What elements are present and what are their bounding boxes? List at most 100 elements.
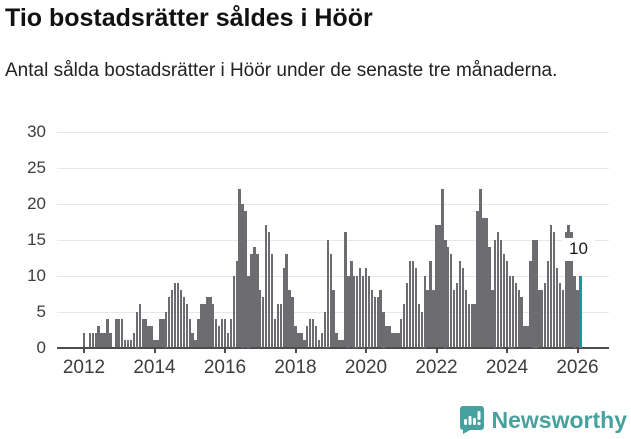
chart-subtitle: Antal sålda bostadsrätter i Höör under d… <box>5 60 558 81</box>
bar <box>455 282 459 348</box>
bar <box>411 261 415 348</box>
bar <box>320 333 324 348</box>
bar <box>247 275 250 348</box>
bar <box>358 268 362 348</box>
bar <box>532 239 535 348</box>
grid-line <box>57 167 609 169</box>
x-tick-mark <box>224 346 226 353</box>
bar <box>479 189 482 348</box>
bar <box>132 333 136 348</box>
x-tick-label: 2024 <box>485 357 529 378</box>
y-tick-label: 25 <box>27 157 46 177</box>
bar <box>370 289 374 348</box>
bar <box>394 333 397 348</box>
bar <box>408 261 412 348</box>
page-title: Tio bostadsrätter såldes i Höör <box>5 4 373 32</box>
bar <box>353 275 356 348</box>
bar <box>341 340 344 348</box>
x-tick-label: 2016 <box>203 357 247 378</box>
bar <box>382 311 385 348</box>
bar <box>449 253 453 348</box>
bar <box>88 333 92 348</box>
bar <box>244 210 247 348</box>
x-axis-line <box>57 346 609 349</box>
bar <box>306 325 309 348</box>
bar <box>288 289 291 348</box>
bar <box>256 253 259 348</box>
bar <box>129 340 133 348</box>
bar <box>523 325 526 348</box>
bar <box>511 275 515 348</box>
bar <box>379 289 382 348</box>
bar <box>182 297 186 348</box>
y-tick-label: 5 <box>36 301 46 321</box>
logo-text: Newsworthy <box>491 406 627 433</box>
bar <box>94 333 97 348</box>
bar <box>488 246 491 348</box>
x-tick-label: 2020 <box>344 357 388 378</box>
bar <box>361 275 365 348</box>
bar <box>162 318 165 348</box>
bar <box>308 318 312 348</box>
x-tick-mark <box>83 346 85 353</box>
x-tick-label: 2012 <box>62 357 106 378</box>
bar <box>414 268 418 348</box>
bar <box>267 232 271 348</box>
bar <box>297 333 300 348</box>
bar <box>167 297 171 348</box>
bar <box>285 253 288 348</box>
bar <box>238 189 241 348</box>
bar <box>526 325 529 348</box>
bar <box>564 232 567 348</box>
bar <box>191 333 194 348</box>
bar <box>508 275 512 348</box>
bar <box>355 275 359 348</box>
bar <box>141 318 144 348</box>
bar <box>279 304 283 348</box>
bar <box>499 239 503 348</box>
bar <box>100 333 103 348</box>
bar <box>538 289 541 348</box>
bar <box>426 289 429 348</box>
bar <box>270 253 274 348</box>
bar <box>223 318 227 348</box>
bar <box>467 304 471 348</box>
bar <box>311 318 315 348</box>
bar <box>502 253 506 348</box>
x-tick-mark <box>576 346 579 353</box>
bar <box>517 289 520 348</box>
bar <box>106 318 109 348</box>
x-tick-label: 2018 <box>274 357 317 378</box>
bar <box>573 275 576 348</box>
bar <box>570 232 573 348</box>
bar <box>194 340 197 348</box>
bar <box>423 275 426 348</box>
bar <box>555 268 559 348</box>
bar <box>176 282 180 348</box>
bar <box>505 261 509 348</box>
bar <box>435 225 438 348</box>
bar <box>391 333 394 348</box>
bar <box>335 333 338 348</box>
bar <box>476 210 479 348</box>
bar <box>123 340 127 348</box>
bar <box>226 333 230 348</box>
bar <box>212 304 215 348</box>
bar <box>350 261 353 348</box>
bar <box>209 297 212 348</box>
newsworthy-speech-bubble-chart-icon <box>459 406 484 434</box>
bar <box>576 289 579 348</box>
bar <box>170 289 174 348</box>
y-tick-label: 20 <box>27 193 46 213</box>
bar <box>485 217 488 348</box>
bar <box>461 268 465 348</box>
bar <box>494 239 497 348</box>
bar <box>165 311 168 348</box>
bar <box>144 318 147 348</box>
y-tick-label: 10 <box>27 265 46 285</box>
bar <box>546 261 550 348</box>
bar <box>261 297 265 348</box>
bar <box>150 325 153 348</box>
bar <box>529 261 532 348</box>
y-tick-label: 15 <box>27 229 46 249</box>
